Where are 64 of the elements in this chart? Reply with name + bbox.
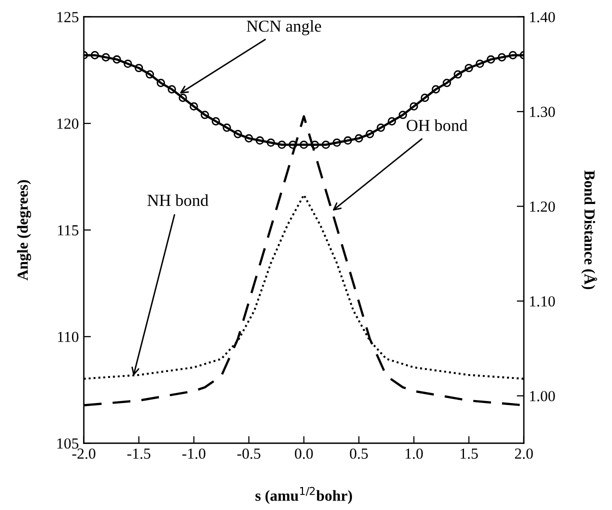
point <box>486 55 496 64</box>
point <box>508 51 518 60</box>
y-tick-label: 120 <box>57 118 78 129</box>
annotation: OH bond <box>406 119 468 132</box>
x-tick-label: -2.0 <box>72 448 96 459</box>
point <box>332 138 342 147</box>
x-axis-title: s (amu$^{1/2}$bohr) <box>256 486 352 504</box>
point <box>266 138 276 147</box>
x-tick-label: 2.0 <box>514 448 533 459</box>
y2-tick-label: 1.30 <box>530 106 555 118</box>
point <box>454 70 462 79</box>
y-tick-label: 110 <box>58 332 78 342</box>
point <box>90 51 100 60</box>
point <box>212 117 220 126</box>
point <box>344 136 352 145</box>
point <box>244 134 254 143</box>
point <box>388 117 396 126</box>
point <box>134 64 144 72</box>
x-tick-label: -0.5 <box>237 448 260 459</box>
point <box>256 136 264 145</box>
point <box>178 94 188 102</box>
point <box>278 140 286 149</box>
y-tick-label: 125 <box>57 12 78 22</box>
x-tick-label: 1.5 <box>460 448 478 459</box>
point <box>354 134 364 143</box>
y2-tick-label: 1.00 <box>530 390 555 402</box>
annotation: NH bond <box>147 194 208 206</box>
point <box>410 102 418 111</box>
point <box>124 60 132 68</box>
y-tick-label: 115 <box>58 225 78 236</box>
point <box>300 140 308 149</box>
point <box>310 140 320 149</box>
x-tick-label: -1.5 <box>127 448 150 459</box>
y-tick-label: 105 <box>57 438 78 449</box>
y2-tick-label: 1.40 <box>530 12 555 22</box>
point <box>366 130 374 138</box>
point <box>432 85 440 94</box>
point <box>464 64 474 72</box>
point <box>200 110 210 120</box>
point <box>168 85 176 94</box>
x-tick-label: 0.0 <box>294 448 313 459</box>
point <box>322 140 330 149</box>
y2-tick-label: 1.10 <box>530 296 555 307</box>
point <box>376 124 386 132</box>
point <box>288 140 298 149</box>
point <box>498 53 506 62</box>
y2-axis-title: Bond Distance (Å) <box>581 170 598 290</box>
point <box>442 78 452 88</box>
point <box>112 55 122 64</box>
point <box>156 78 166 88</box>
x-tick-label: -1.0 <box>182 448 206 459</box>
annotation: NCN angle <box>246 20 322 36</box>
point <box>234 130 242 138</box>
y2-tick-label: 1.20 <box>530 201 555 212</box>
point <box>420 94 430 102</box>
point <box>222 124 232 132</box>
x-tick-label: 1.0 <box>406 448 423 459</box>
point <box>102 53 110 62</box>
point <box>190 102 198 111</box>
point <box>146 70 154 79</box>
point <box>398 110 408 120</box>
y-axis-title: Angle (degrees) <box>17 180 32 280</box>
point <box>476 60 484 68</box>
x-tick-label: 0.5 <box>350 448 368 459</box>
